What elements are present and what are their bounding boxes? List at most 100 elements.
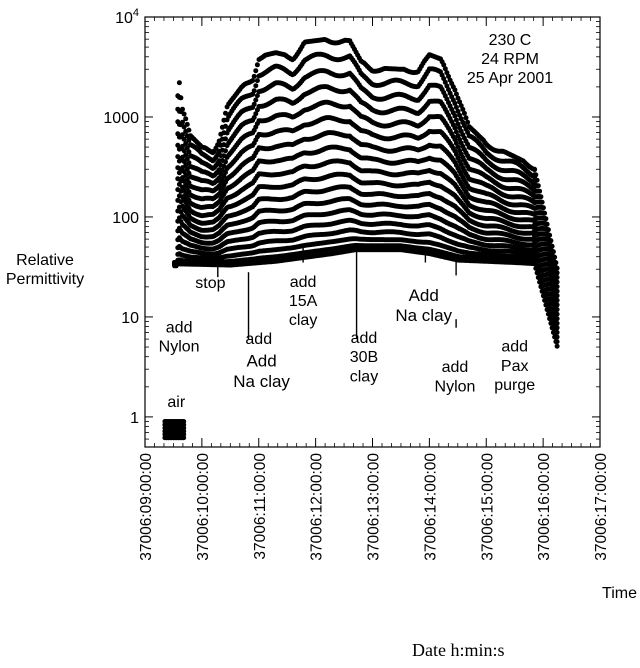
- data-point: [180, 132, 185, 138]
- data-point: [554, 297, 560, 303]
- data-point: [554, 265, 560, 271]
- data-point: [554, 339, 560, 345]
- data-point: [453, 129, 459, 135]
- annotation-text: 30B: [350, 349, 378, 366]
- data-point: [460, 106, 466, 112]
- data-point: [544, 221, 550, 227]
- data-point: [548, 238, 554, 244]
- x-tick-label: 37006:16:00:00: [536, 453, 553, 561]
- data-point: [254, 78, 260, 84]
- data-point: [444, 70, 450, 76]
- data-point: [543, 216, 549, 222]
- data-point: [540, 205, 546, 211]
- x-tick-label: 37006:10:00:00: [195, 453, 212, 561]
- annotation-text: air: [167, 394, 185, 411]
- data-point: [223, 123, 228, 129]
- annotation-text: add: [351, 330, 378, 347]
- data-point: [254, 62, 260, 68]
- data-point: [223, 159, 228, 165]
- data-point: [181, 136, 187, 142]
- data-point: [223, 136, 228, 142]
- data-point: [253, 68, 259, 74]
- annotation-text: clay: [350, 368, 378, 385]
- data-point: [441, 62, 447, 68]
- data-point: [461, 110, 467, 116]
- data-point: [223, 110, 228, 116]
- x-tick-label: 37006:11:00:00: [252, 453, 269, 560]
- data-point: [442, 66, 448, 72]
- data-point: [453, 117, 459, 123]
- data-point: [554, 288, 560, 294]
- data-point: [180, 106, 185, 112]
- data-point: [535, 183, 541, 189]
- data-point: [175, 154, 181, 160]
- data-point: [534, 177, 540, 183]
- data-point: [184, 121, 190, 127]
- data-point: [452, 125, 458, 131]
- data-point: [542, 210, 548, 216]
- data-point: [251, 101, 257, 107]
- data-point: [186, 149, 192, 155]
- data-point: [554, 334, 560, 340]
- data-point: [465, 119, 471, 125]
- data-point: [175, 142, 181, 148]
- info-text: 24 RPM: [481, 51, 539, 68]
- data-point: [180, 119, 185, 125]
- data-point: [183, 141, 189, 146]
- y-tick-label: 1000: [103, 110, 139, 127]
- data-point: [554, 343, 560, 349]
- data-point: [539, 199, 545, 205]
- data-point: [181, 111, 187, 117]
- data-point: [455, 108, 461, 114]
- annotation-text: add: [166, 319, 193, 336]
- data-point: [180, 143, 185, 149]
- data-point: [253, 97, 259, 103]
- data-points: [162, 37, 560, 441]
- data-point: [554, 311, 560, 317]
- x-tick-label: 37006:15:00:00: [479, 453, 496, 561]
- data-point: [554, 302, 560, 308]
- data-point: [532, 166, 538, 172]
- x-tick-label: 37006:13:00:00: [366, 453, 383, 561]
- data-point: [181, 148, 187, 154]
- data-point: [554, 279, 560, 285]
- data-point: [453, 91, 459, 97]
- data-point: [538, 194, 544, 200]
- data-point: [251, 115, 257, 120]
- annotation-text: Pax: [501, 358, 529, 375]
- y-tick-label: 1: [130, 410, 139, 427]
- x-tick-label: 37006:17:00:00: [593, 453, 610, 561]
- data-point: [455, 95, 461, 101]
- data-point: [223, 169, 228, 175]
- data-point: [251, 88, 257, 94]
- annotation-text: Na clay: [395, 306, 452, 325]
- data-point: [186, 137, 192, 143]
- data-point: [554, 293, 560, 299]
- x-axis-label: Time: [602, 585, 637, 602]
- annotation-text: stop: [195, 275, 225, 292]
- data-point: [253, 83, 259, 89]
- annotation-text: add: [501, 339, 528, 356]
- data-point: [533, 172, 539, 178]
- data-point: [452, 113, 458, 119]
- y-tick-label: 100: [112, 210, 139, 227]
- annotation-text: purge: [494, 377, 535, 394]
- data-point: [452, 137, 458, 142]
- data-point: [186, 127, 192, 133]
- data-point: [554, 329, 560, 335]
- y-axis-label: Permittivity: [6, 271, 84, 288]
- data-point: [254, 93, 260, 99]
- annotation-text: add: [290, 274, 317, 291]
- annotation-text: Add: [246, 351, 276, 370]
- y-tick-label: 10: [121, 310, 139, 327]
- data-point: [453, 104, 459, 110]
- data-point: [554, 274, 560, 280]
- data-point: [452, 87, 458, 93]
- data-point: [452, 100, 458, 106]
- data-point: [253, 111, 259, 117]
- data-point: [554, 325, 560, 331]
- data-point: [223, 148, 228, 154]
- data-point: [178, 95, 184, 101]
- data-point: [183, 152, 189, 158]
